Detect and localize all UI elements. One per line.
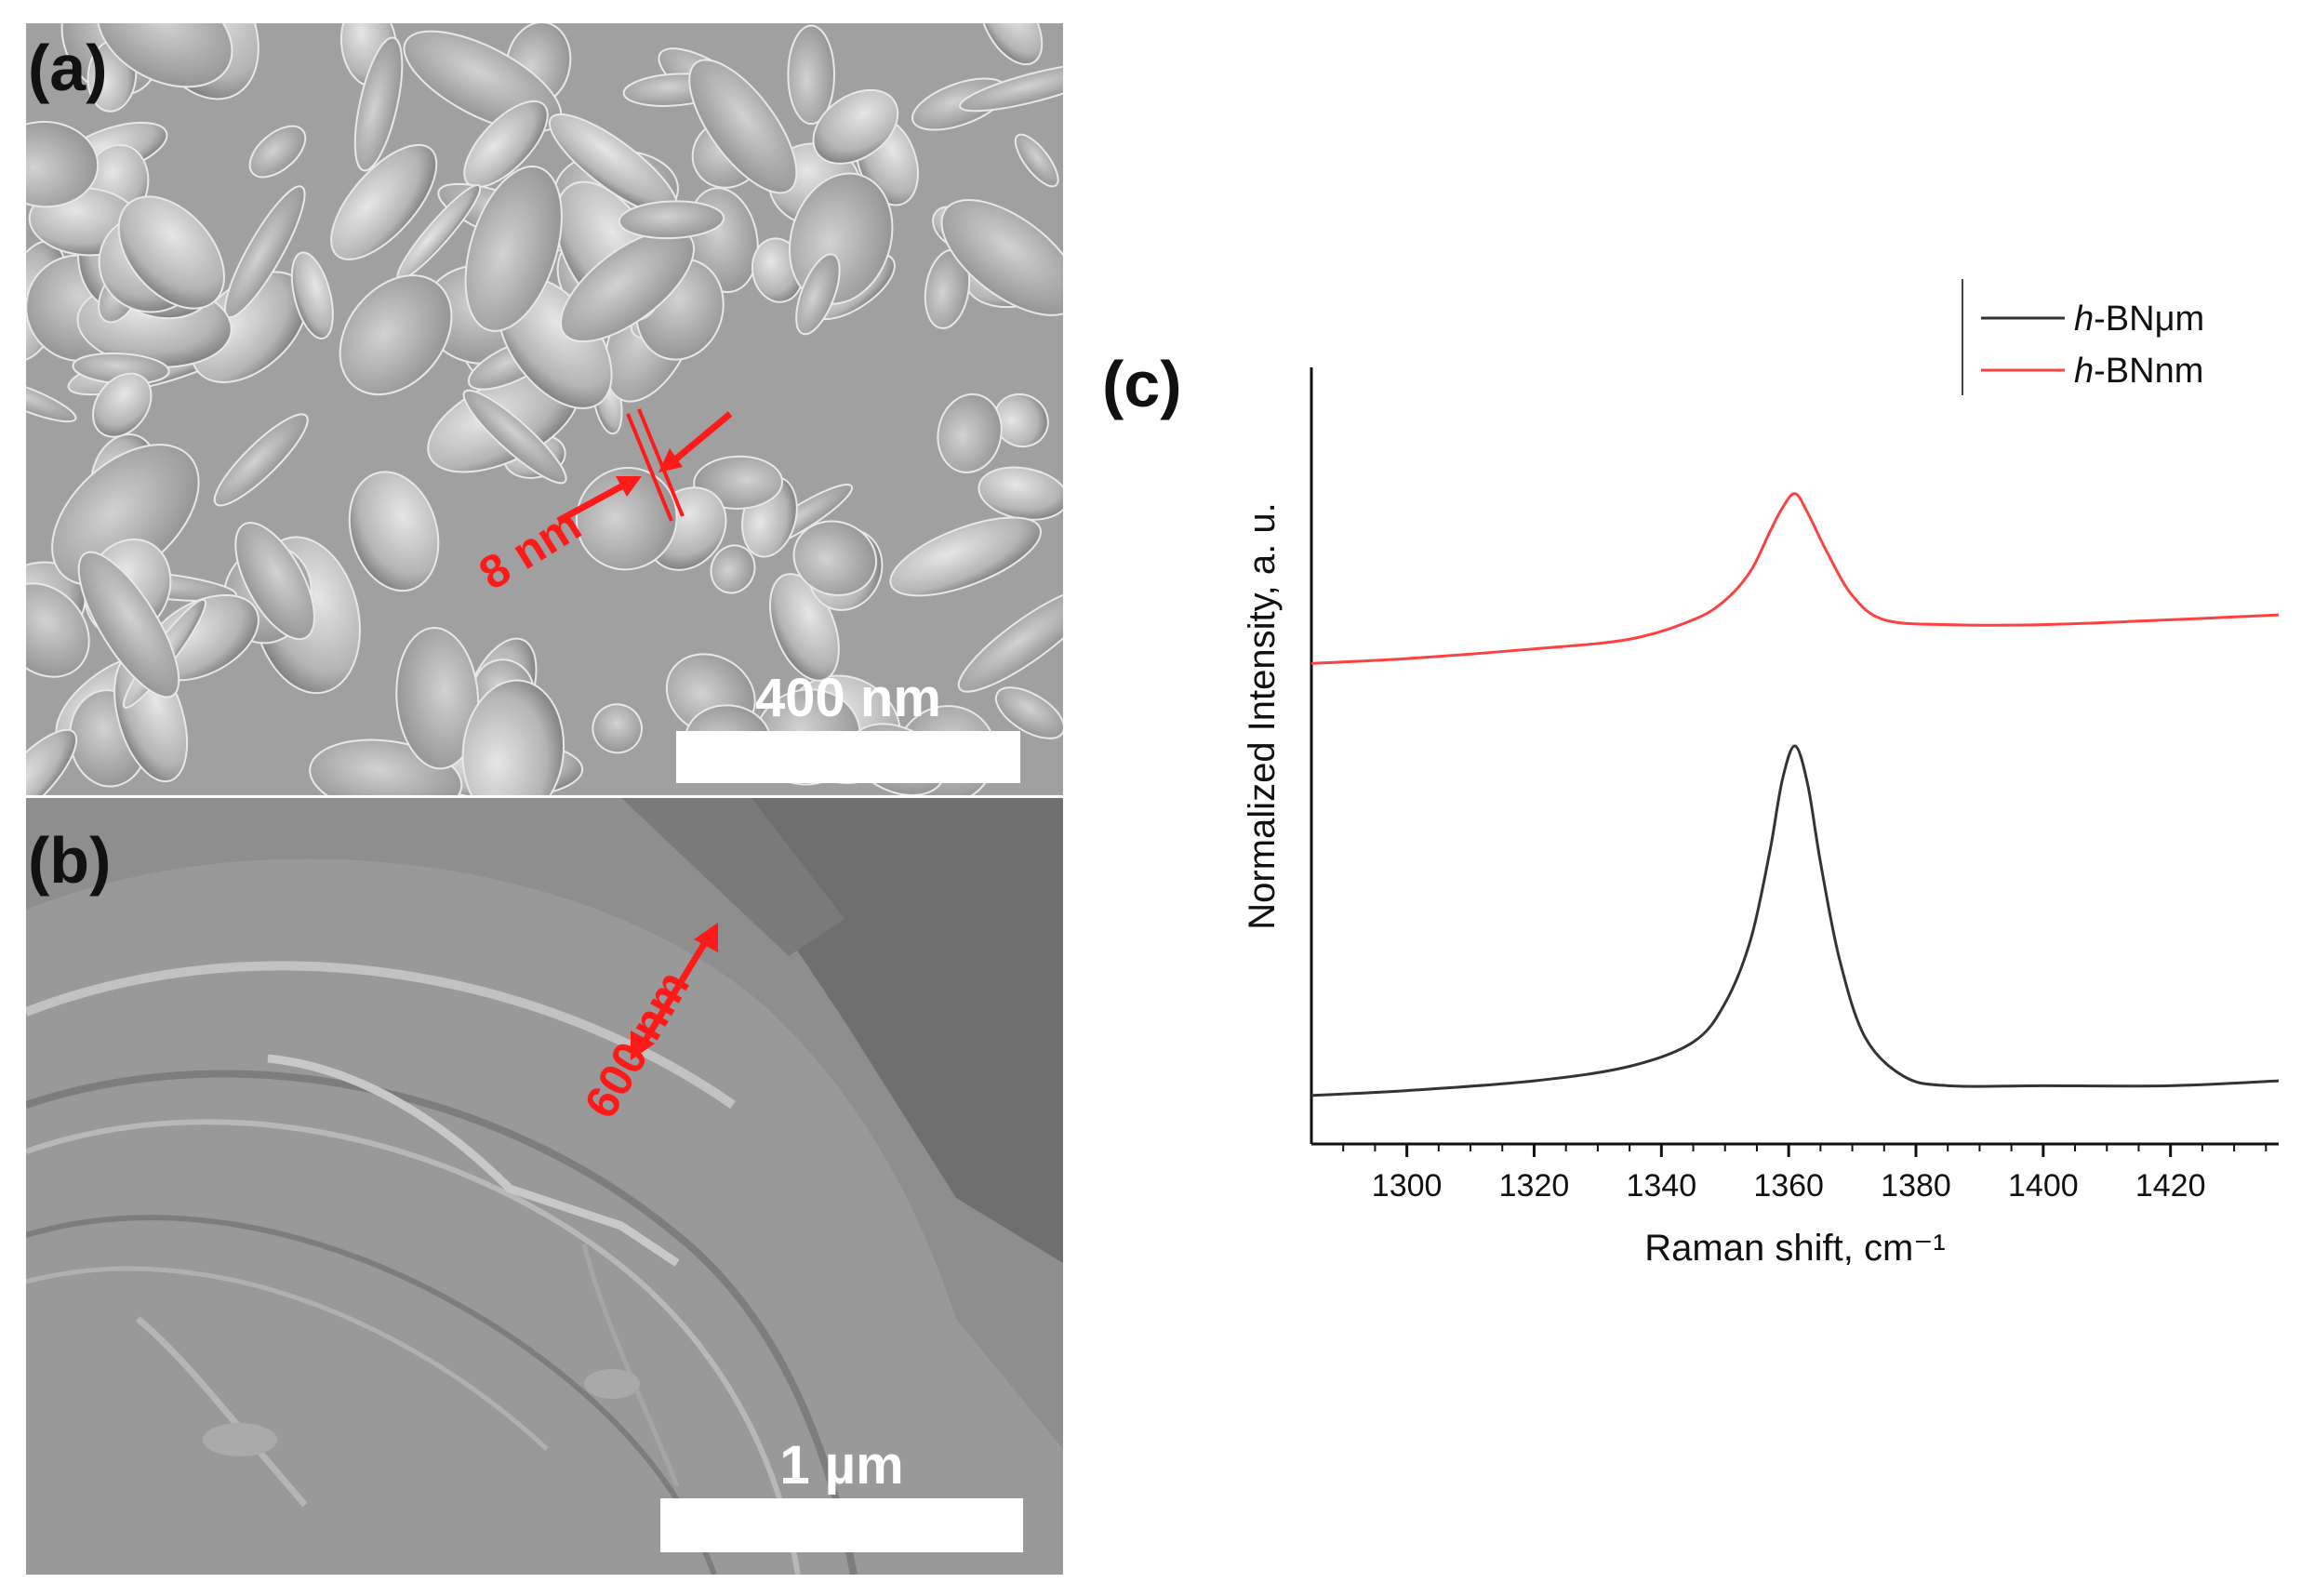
series-line-h-bn-um: [1310, 744, 2280, 1097]
sem-texture-a: [26, 23, 1063, 795]
panel-label-b: (b): [28, 824, 112, 897]
legend-label-um: h-BNμm: [2074, 299, 2204, 339]
sem-platelet: [937, 392, 1003, 473]
scalebar-a: [676, 731, 1020, 783]
legend: h-BNμm h-BNnm: [1962, 279, 2204, 395]
sem-platelet: [957, 587, 1063, 693]
x-ticks: 1300 1320 1340 1360 1380 1400 1420: [1342, 1144, 2268, 1204]
sem-platelet: [461, 679, 565, 795]
scalebar-b: [660, 1498, 1023, 1552]
scalebar-label-a: 400 nm: [755, 668, 941, 728]
sem-platelet: [26, 376, 77, 423]
sem-platelet: [96, 23, 233, 88]
panel-label-c: (c): [1102, 348, 1182, 420]
sem-platelet: [979, 23, 1044, 66]
legend-label-nm: h-BNnm: [2074, 352, 2203, 391]
sem-platelet: [348, 471, 440, 592]
sem-platelet: [77, 551, 180, 698]
sem-platelet: [353, 36, 404, 172]
sem-platelet: [330, 143, 438, 260]
sem-platelet: [787, 24, 835, 126]
x-tick-label: 1380: [1881, 1168, 1951, 1204]
sem-platelet: [26, 120, 100, 208]
x-tick-label: 1300: [1372, 1168, 1443, 1204]
measurement-arrows-a: [556, 408, 733, 525]
x-tick-label: 1340: [1626, 1168, 1696, 1204]
x-tick-label: 1320: [1499, 1168, 1570, 1204]
sem-platelet: [992, 392, 1049, 448]
sem-platelet: [234, 522, 315, 641]
sem-platelet: [248, 125, 307, 179]
measurement-arrow-b: [631, 923, 718, 1060]
sem-platelet: [26, 582, 90, 678]
y-axis-label: Normalized Intensity, a. u.: [1242, 502, 1283, 929]
sem-platelet: [940, 199, 1063, 316]
sem-platelet: [1014, 133, 1059, 188]
sem-platelet: [462, 389, 567, 485]
sem-platelet: [994, 686, 1063, 739]
sem-texture-b: [26, 798, 1063, 1575]
sem-platelet: [213, 413, 309, 507]
sem-platelet: [117, 195, 225, 310]
sem-platelet: [618, 200, 725, 240]
sem-platelet: [592, 703, 643, 754]
sem-platelet: [710, 544, 756, 594]
sem-image-a: [26, 23, 1063, 795]
x-tick-label: 1400: [2008, 1168, 2079, 1204]
sem-platelet: [560, 229, 696, 343]
x-tick-label: 1420: [2135, 1168, 2206, 1204]
series-group: [1310, 492, 2280, 1097]
sem-platelet: [26, 728, 78, 795]
sem-platelet: [290, 251, 334, 339]
scalebar-label-b: 1 µm: [779, 1435, 904, 1496]
sem-platelet: [812, 88, 899, 165]
x-tick-label: 1360: [1753, 1168, 1824, 1204]
sem-platelet: [395, 627, 480, 770]
series-line-h-bn-nm: [1310, 492, 2280, 665]
sem-platelet: [464, 165, 563, 332]
sem-platelet: [959, 62, 1063, 113]
raman-chart: 1300 1320 1340 1360 1380 1400 1420 h-BNμm h-BN…: [1242, 279, 2280, 1269]
sem-platelet: [339, 274, 453, 396]
sem-platelet: [795, 253, 841, 336]
x-axis-label: Raman shift, cm⁻¹: [1644, 1228, 1945, 1269]
sem-platelet: [92, 372, 153, 438]
sem-image-b: [26, 798, 1063, 1575]
sem-platelet: [792, 520, 878, 596]
sem-platelet: [688, 59, 798, 194]
sem-platelet: [889, 516, 1042, 597]
panel-label-a: (a): [28, 32, 108, 104]
